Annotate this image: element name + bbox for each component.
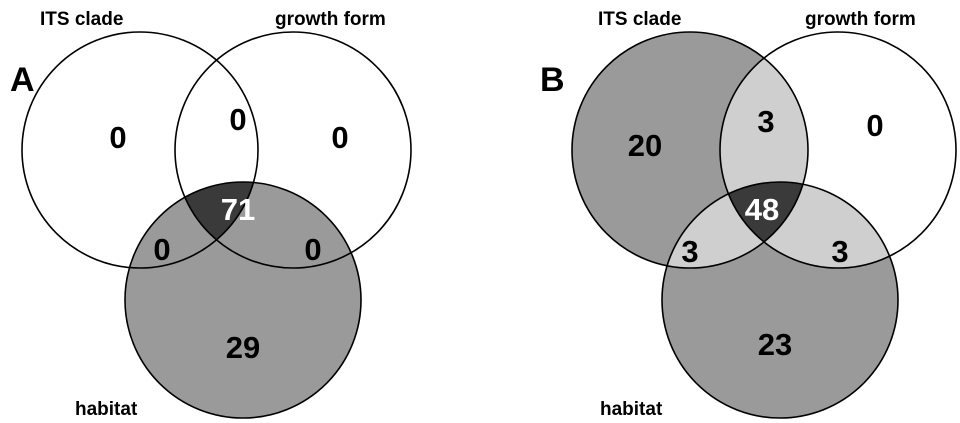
set-circle bbox=[21, 31, 259, 269]
panel-letter: A bbox=[10, 61, 35, 99]
region-count: 48 bbox=[745, 192, 779, 227]
region-count: 0 bbox=[866, 108, 883, 143]
set-label: ITS clade bbox=[598, 9, 681, 30]
region-fill bbox=[720, 182, 808, 268]
region-count: 0 bbox=[153, 232, 170, 267]
region-count: 20 bbox=[628, 128, 662, 163]
set-circle bbox=[571, 31, 809, 269]
set-label: ITS clade bbox=[40, 9, 123, 30]
region-count: 0 bbox=[109, 120, 126, 155]
set-label: growth form bbox=[805, 9, 916, 30]
set-circle bbox=[661, 181, 899, 419]
set-circle bbox=[174, 31, 412, 269]
region-fill bbox=[125, 182, 361, 418]
region-count: 0 bbox=[331, 120, 348, 155]
region-count: 71 bbox=[221, 192, 255, 227]
set-label: growth form bbox=[275, 9, 386, 30]
region-count: 3 bbox=[757, 104, 774, 139]
set-label: habitat bbox=[75, 399, 138, 420]
region-count: 3 bbox=[831, 234, 848, 269]
set-label: habitat bbox=[600, 399, 663, 420]
set-circle bbox=[124, 181, 362, 419]
set-circle bbox=[719, 31, 957, 269]
region-count: 0 bbox=[229, 102, 246, 137]
region-fill bbox=[175, 182, 258, 268]
region-group bbox=[720, 182, 808, 268]
venn-panel: B ITS clade growth form habitat 20 0 23 3 3 3 48 bbox=[540, 9, 957, 420]
region-count: 3 bbox=[681, 234, 698, 269]
region-count: 29 bbox=[226, 330, 260, 365]
region-count: 23 bbox=[758, 327, 792, 362]
region-group bbox=[175, 182, 258, 268]
region-count: 0 bbox=[304, 232, 321, 267]
venn-panel: A ITS clade growth form habitat 0 0 29 0 0 0 71 bbox=[10, 9, 412, 420]
region-group bbox=[175, 182, 258, 268]
region-group bbox=[720, 182, 808, 268]
panel-letter: B bbox=[540, 61, 565, 99]
